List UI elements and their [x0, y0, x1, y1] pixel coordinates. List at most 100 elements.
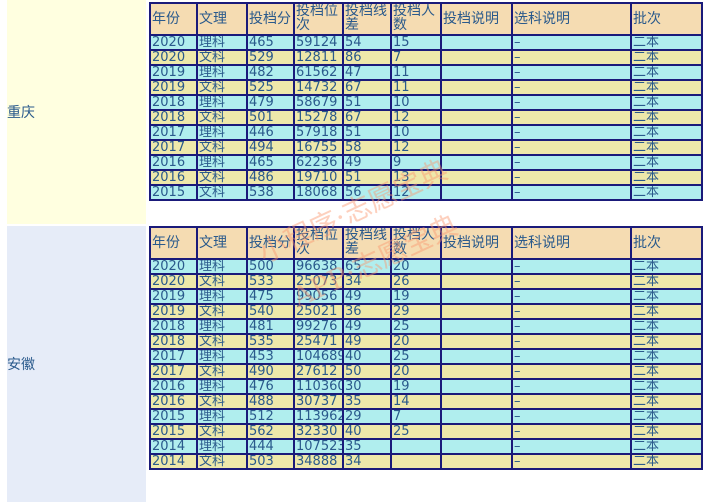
- table-cell: 67: [342, 109, 392, 126]
- table-cell: –: [511, 79, 632, 96]
- column-header: 投档分: [246, 226, 295, 260]
- table-cell: 理科: [196, 154, 248, 171]
- table-cell: 104689: [293, 348, 344, 365]
- table-cell: 二本: [630, 318, 703, 335]
- table-cell: 文科: [196, 363, 248, 380]
- table-cell: 9: [390, 154, 442, 171]
- table-cell: 2015: [149, 408, 198, 425]
- table-cell: 2019: [149, 64, 198, 81]
- table-cell: –: [511, 49, 632, 66]
- table-cell: [440, 64, 513, 81]
- table-cell: [440, 79, 513, 96]
- table-cell: 文科: [196, 49, 248, 66]
- table-cell: 529: [246, 49, 295, 66]
- admission-table-chongqing: 年份 文理 投档分 投档位次 投档线差 投档人数 投档说明 选科说明 批次 2020 理科 465 59…: [149, 2, 703, 201]
- table-cell: 486: [246, 169, 295, 186]
- table-cell: [440, 288, 513, 305]
- table-cell: 文科: [196, 303, 248, 320]
- table-row: 2017 文科 494 16755 58 12 – 二本: [149, 139, 703, 156]
- table-cell: [440, 184, 513, 201]
- table-cell: 96638: [293, 258, 344, 275]
- table-cell: 2018: [149, 333, 198, 350]
- column-header: 选科说明: [511, 2, 632, 36]
- table-cell: 2019: [149, 288, 198, 305]
- table-cell: 2014: [149, 453, 198, 470]
- table-cell: [440, 49, 513, 66]
- table-cell: 13: [390, 169, 442, 186]
- table-cell: 11: [390, 64, 442, 81]
- table-cell: 25021: [293, 303, 344, 320]
- table-cell: 二本: [630, 453, 703, 470]
- table-cell: 57918: [293, 124, 344, 141]
- table-cell: –: [511, 408, 632, 425]
- table-cell: 453: [246, 348, 295, 365]
- column-header: 选科说明: [511, 226, 632, 260]
- table-cell: –: [511, 333, 632, 350]
- header-row: 年份 文理 投档分 投档位次 投档线差 投档人数 投档说明 选科说明 批次: [149, 2, 703, 36]
- table-cell: 481: [246, 318, 295, 335]
- table-cell: 34888: [293, 453, 344, 470]
- table-cell: 58679: [293, 94, 344, 111]
- table-cell: 525: [246, 79, 295, 96]
- table-cell: [440, 393, 513, 410]
- table-cell: 25073: [293, 273, 344, 290]
- table-cell: 2020: [149, 34, 198, 51]
- table-cell: [440, 453, 513, 470]
- table-cell: 49: [342, 333, 392, 350]
- table-cell: 562: [246, 423, 295, 440]
- table-cell: 30737: [293, 393, 344, 410]
- table-cell: 文科: [196, 393, 248, 410]
- column-header: 投档位次: [293, 226, 344, 260]
- table-row: 2020 文科 533 25073 34 26 – 二本: [149, 273, 703, 290]
- table-cell: 65: [342, 258, 392, 275]
- table-cell: 501: [246, 109, 295, 126]
- table-cell: 512: [246, 408, 295, 425]
- table-cell: 2016: [149, 154, 198, 171]
- table-row: 2016 理科 465 62236 49 9 – 二本: [149, 154, 703, 171]
- table-cell: 2020: [149, 258, 198, 275]
- table-cell: 2019: [149, 79, 198, 96]
- table-cell: 19: [390, 378, 442, 395]
- table-cell: –: [511, 34, 632, 51]
- table-cell: 61562: [293, 64, 344, 81]
- table-cell: 490: [246, 363, 295, 380]
- table-cell: 50: [342, 363, 392, 380]
- table-cell: 二本: [630, 333, 703, 350]
- table-cell: 465: [246, 34, 295, 51]
- table-cell: 二本: [630, 184, 703, 201]
- table-cell: 12: [390, 139, 442, 156]
- table-cell: –: [511, 453, 632, 470]
- table-cell: 二本: [630, 79, 703, 96]
- table-cell: 40: [342, 348, 392, 365]
- table-cell: –: [511, 423, 632, 440]
- table-cell: 二本: [630, 49, 703, 66]
- table-cell: 二本: [630, 169, 703, 186]
- table-row: 2019 文科 525 14732 67 11 – 二本: [149, 79, 703, 96]
- table-cell: 14732: [293, 79, 344, 96]
- table-cell: 538: [246, 184, 295, 201]
- table-cell: 11: [390, 79, 442, 96]
- column-header: 年份: [149, 2, 198, 36]
- table-cell: 51: [342, 124, 392, 141]
- table-cell: 482: [246, 64, 295, 81]
- table-cell: 二本: [630, 378, 703, 395]
- table-cell: [440, 363, 513, 380]
- table-cell: –: [511, 438, 632, 455]
- table-cell: 2016: [149, 378, 198, 395]
- table-cell: 34: [342, 273, 392, 290]
- table-row: 2014 理科 444 107523 35 – 二本: [149, 438, 703, 455]
- table-cell: 7: [390, 49, 442, 66]
- table-cell: 19710: [293, 169, 344, 186]
- table-cell: [440, 348, 513, 365]
- table-cell: 62236: [293, 154, 344, 171]
- table-cell: 理科: [196, 318, 248, 335]
- table-cell: –: [511, 288, 632, 305]
- table-cell: 99056: [293, 288, 344, 305]
- table-cell: 488: [246, 393, 295, 410]
- table-row: 2019 文科 540 25021 36 29 – 二本: [149, 303, 703, 320]
- table-cell: 25471: [293, 333, 344, 350]
- table-cell: 文科: [196, 79, 248, 96]
- table-cell: 34: [342, 453, 392, 470]
- table-cell: 32330: [293, 423, 344, 440]
- table-row: 2019 理科 482 61562 47 11 – 二本: [149, 64, 703, 81]
